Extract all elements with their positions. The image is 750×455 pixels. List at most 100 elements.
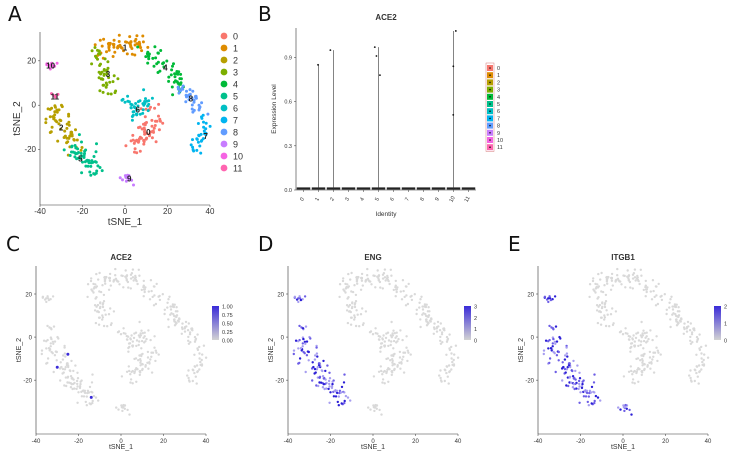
cell-point xyxy=(318,364,321,367)
cell-point xyxy=(621,333,625,336)
cell-point xyxy=(419,298,422,301)
cell-point xyxy=(146,61,150,65)
cell-point xyxy=(62,148,66,152)
cell-point xyxy=(195,148,199,152)
cell-point xyxy=(75,138,79,142)
cell-point xyxy=(327,379,331,383)
cell-point xyxy=(640,354,643,357)
cell-point xyxy=(138,373,141,377)
cell-point xyxy=(314,354,317,357)
cell-point xyxy=(133,147,137,151)
cell-point xyxy=(378,408,381,412)
cell-point xyxy=(631,277,635,280)
cell-point xyxy=(142,336,145,339)
cell-point xyxy=(100,44,104,48)
cell-point xyxy=(689,369,692,372)
cell-point xyxy=(415,308,418,311)
cell-point xyxy=(53,354,57,357)
cell-point xyxy=(611,307,614,310)
cell-point xyxy=(589,391,593,394)
cell-point xyxy=(342,277,345,280)
cell-point xyxy=(65,126,69,130)
cell-point xyxy=(71,150,75,154)
cell-point xyxy=(126,94,130,98)
cluster-label: 9 xyxy=(127,174,132,183)
cell-point xyxy=(86,283,90,286)
cell-point xyxy=(90,49,94,53)
cell-point xyxy=(581,380,584,383)
cell-point xyxy=(171,303,175,306)
cell-point xyxy=(645,288,648,291)
cell-point xyxy=(140,49,144,53)
cell-point xyxy=(361,307,364,310)
cell-point xyxy=(101,90,105,94)
cell-point xyxy=(74,152,78,156)
cell-point xyxy=(330,386,334,390)
cell-point xyxy=(48,67,52,71)
cell-point xyxy=(161,121,165,125)
cell-point xyxy=(695,365,699,368)
cell-point xyxy=(123,407,127,410)
cell-point xyxy=(158,298,162,302)
cell-point xyxy=(198,345,201,349)
cell-point xyxy=(55,350,58,354)
cell-point xyxy=(649,329,652,332)
cell-point xyxy=(364,310,368,313)
cell-point xyxy=(640,274,643,277)
cell-point xyxy=(439,339,442,342)
cell-point xyxy=(548,324,551,328)
cell-point xyxy=(102,37,106,41)
cell-point xyxy=(98,89,102,93)
cell-point xyxy=(102,324,106,328)
cell-point xyxy=(443,379,446,383)
cell-point xyxy=(96,164,100,168)
cell-point xyxy=(670,295,673,298)
cell-point xyxy=(395,288,398,291)
cell-point xyxy=(188,380,191,383)
cell-point xyxy=(86,164,90,168)
x-tick-label: 20 xyxy=(163,207,172,216)
cell-point xyxy=(303,340,307,343)
colorbar-tick-label: 0.25 xyxy=(222,330,233,336)
cell-point xyxy=(426,310,430,313)
cell-point xyxy=(188,333,192,336)
cell-point xyxy=(66,375,70,378)
cell-point xyxy=(685,330,689,333)
cell-point xyxy=(677,306,680,309)
cell-point xyxy=(98,166,102,169)
cell-point xyxy=(640,320,643,324)
cell-point xyxy=(63,384,66,387)
cell-point xyxy=(131,133,135,137)
cell-point xyxy=(187,376,190,380)
cell-point xyxy=(51,295,55,298)
cell-point xyxy=(49,342,52,345)
cell-point xyxy=(392,288,395,292)
cell-point xyxy=(113,50,117,54)
cell-point xyxy=(142,284,145,287)
cell-point xyxy=(101,284,104,287)
cell-point xyxy=(187,335,190,339)
cell-point xyxy=(137,334,141,337)
cell-point xyxy=(96,57,99,61)
cell-point xyxy=(636,278,640,282)
cell-point xyxy=(631,378,635,381)
y-tick-label: 0.0 xyxy=(284,188,292,194)
cell-point xyxy=(624,286,627,289)
cell-point xyxy=(377,370,381,373)
violin-point xyxy=(317,63,319,66)
colorbar-tick-label: 1 xyxy=(724,322,727,328)
cluster-label: 5 xyxy=(78,154,83,163)
cell-point xyxy=(642,288,645,292)
y-axis-label: tSNE_2 xyxy=(268,338,275,362)
cell-point xyxy=(100,70,104,74)
cell-point xyxy=(639,268,642,271)
cell-point xyxy=(191,110,195,114)
cell-point xyxy=(394,295,397,298)
cell-point xyxy=(131,340,134,343)
cell-point xyxy=(183,330,187,333)
cell-point xyxy=(102,300,106,303)
cell-point xyxy=(680,317,683,320)
cell-point xyxy=(197,108,201,112)
cell-point xyxy=(117,33,121,37)
